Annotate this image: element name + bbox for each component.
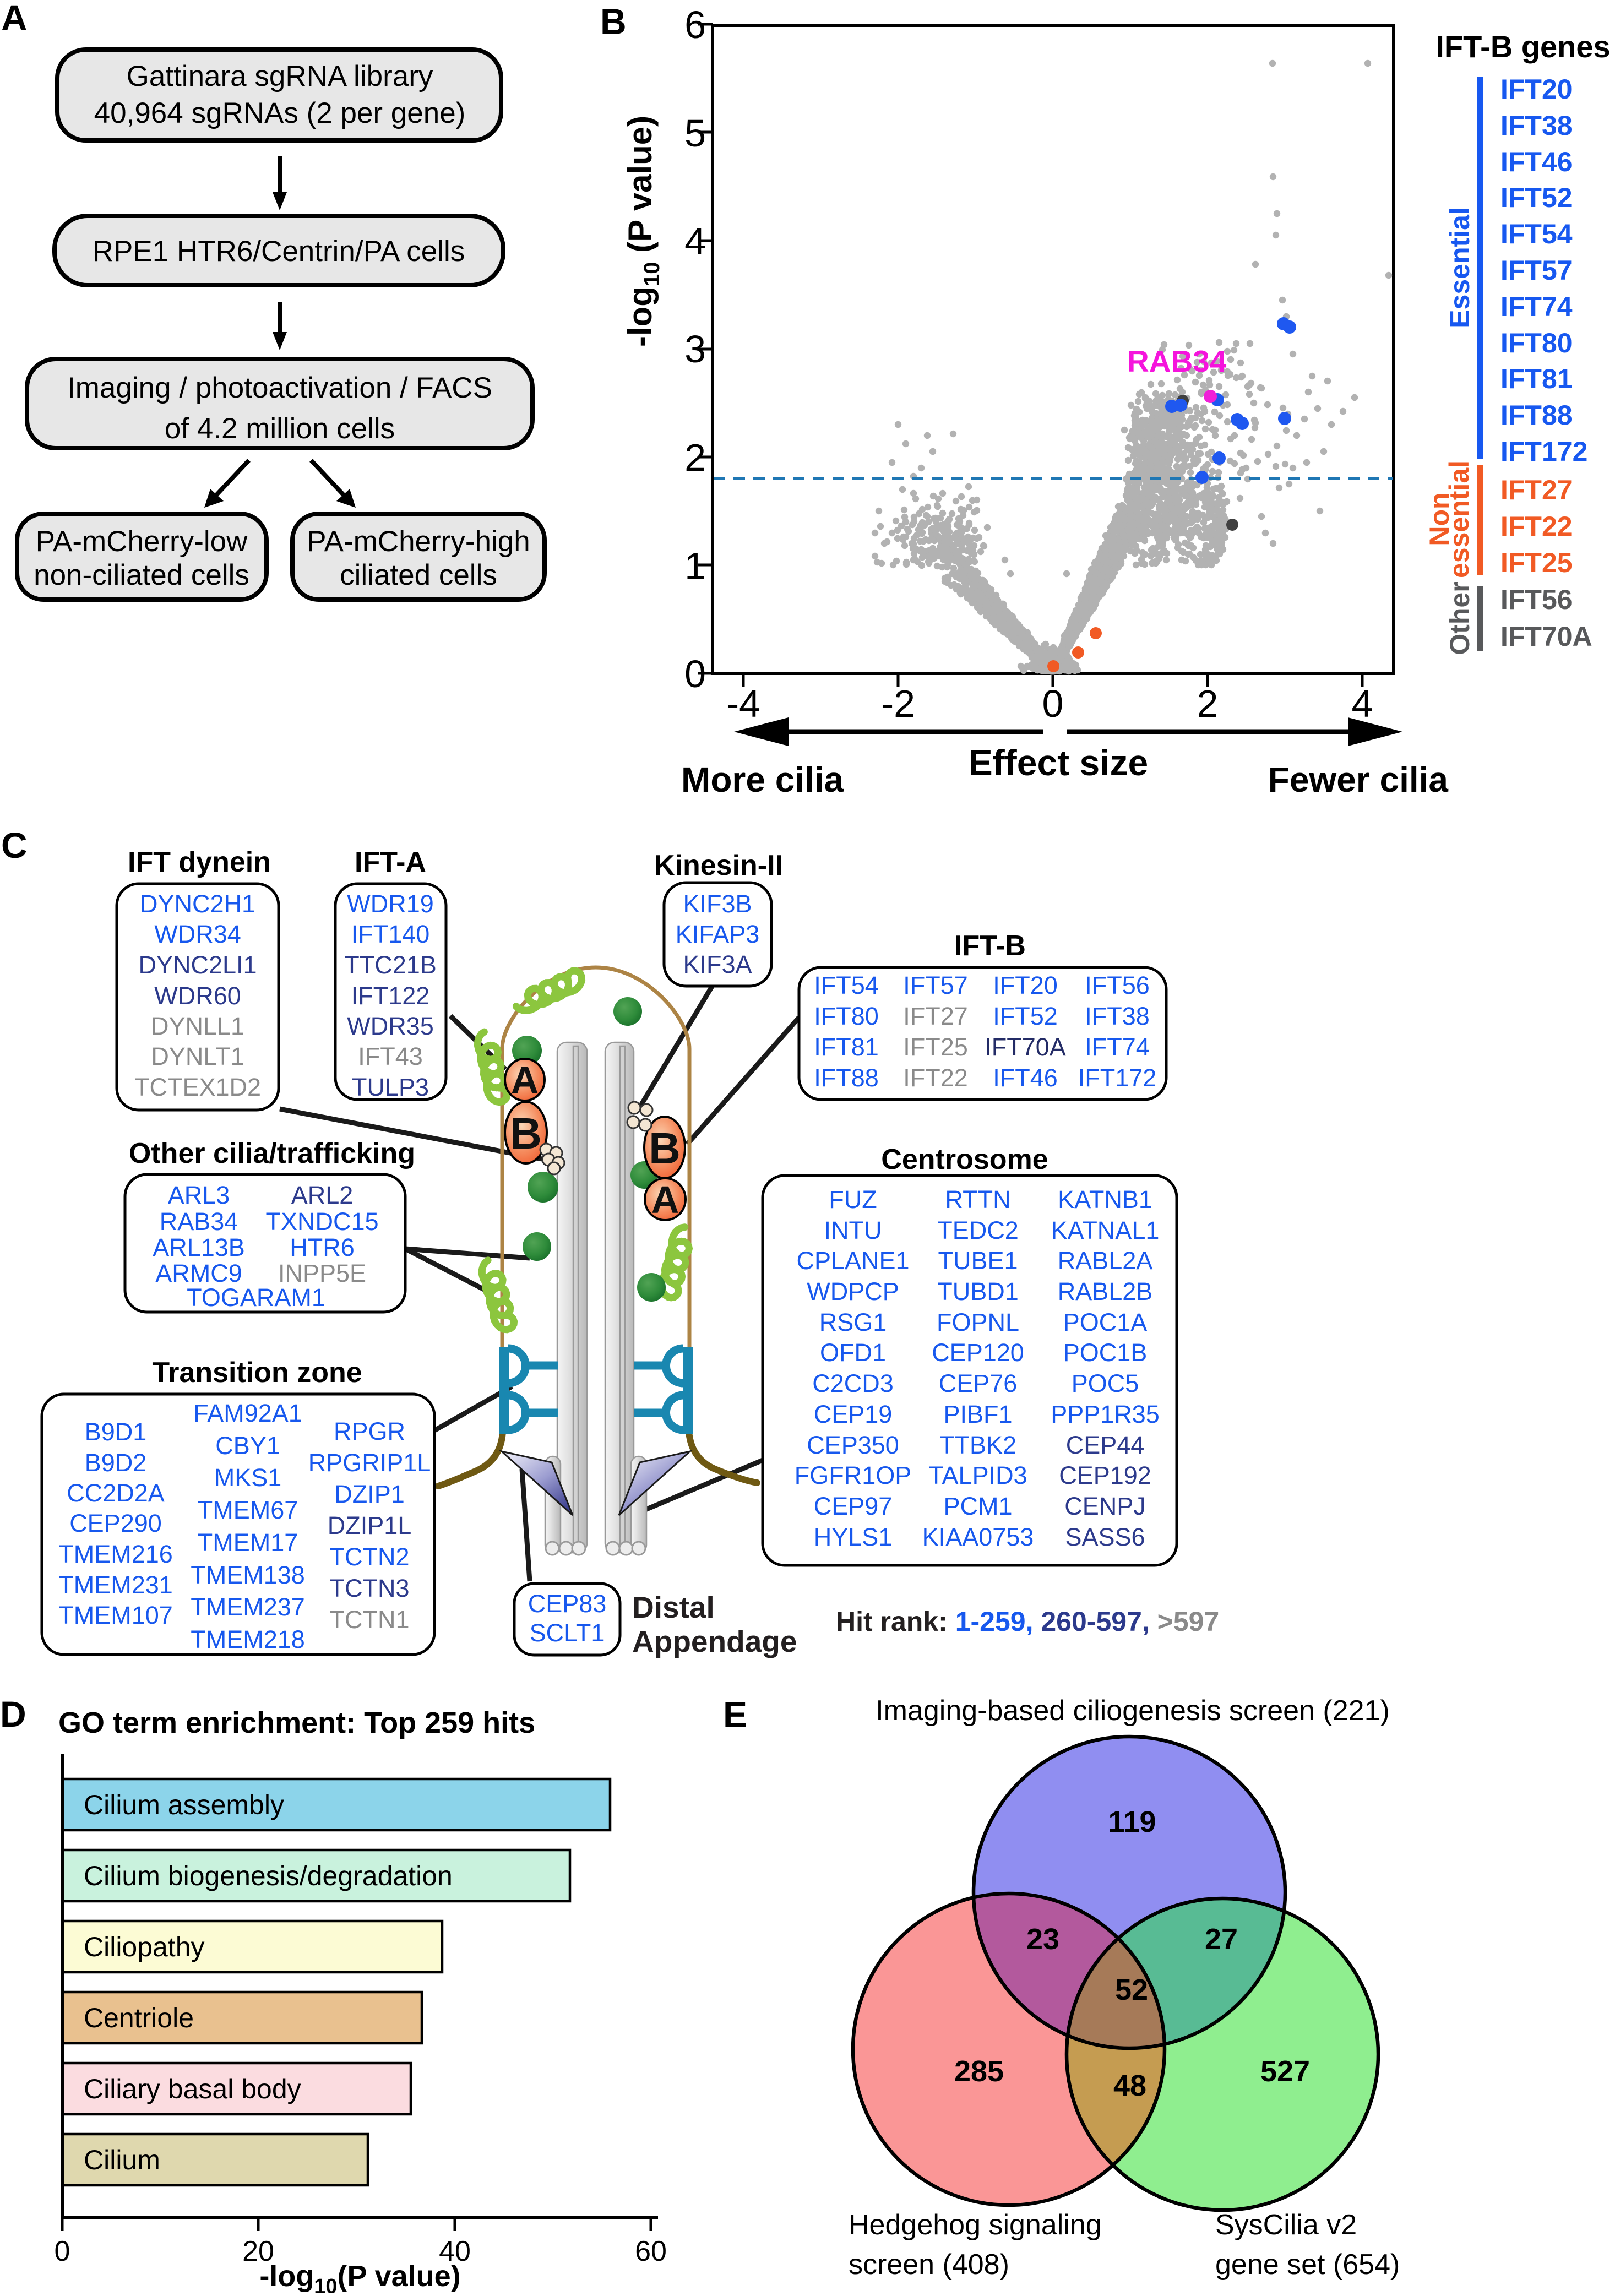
- svg-text:4: 4: [1352, 682, 1373, 725]
- svg-text:of 4.2 million cells: of 4.2 million cells: [165, 412, 395, 445]
- svg-text:0: 0: [684, 652, 706, 695]
- svg-text:RPE1 HTR6/Centrin/PA cells: RPE1 HTR6/Centrin/PA cells: [93, 235, 465, 268]
- svg-text:4: 4: [684, 220, 706, 263]
- svg-text:B: B: [600, 1, 627, 42]
- svg-text:-2: -2: [881, 682, 915, 725]
- svg-text:A: A: [1, 0, 28, 38]
- svg-text:6: 6: [684, 3, 706, 46]
- svg-text:non-ciliated cells: non-ciliated cells: [34, 559, 249, 591]
- svg-text:2: 2: [1197, 682, 1219, 725]
- svg-text:PA-mCherry-low: PA-mCherry-low: [36, 525, 248, 558]
- svg-text:3: 3: [684, 328, 706, 371]
- svg-text:40,964 sgRNAs (2 per gene): 40,964 sgRNAs (2 per gene): [94, 97, 466, 129]
- svg-text:-log10 (P value): -log10 (P value): [622, 116, 664, 347]
- svg-text:5: 5: [684, 112, 706, 155]
- svg-text:-4: -4: [726, 682, 760, 725]
- svg-text:C: C: [1, 825, 28, 866]
- svg-text:PA-mCherry-high: PA-mCherry-high: [307, 525, 530, 558]
- svg-text:Imaging / photoactivation / FA: Imaging / photoactivation / FACS: [67, 372, 492, 404]
- svg-text:D: D: [0, 1694, 26, 1734]
- svg-text:1: 1: [684, 545, 706, 587]
- svg-text:Gattinara sgRNA library: Gattinara sgRNA library: [127, 60, 433, 93]
- svg-text:2: 2: [684, 436, 706, 479]
- svg-text:0: 0: [1042, 682, 1064, 725]
- svg-text:ciliated cells: ciliated cells: [340, 559, 497, 591]
- svg-text:E: E: [723, 1694, 747, 1735]
